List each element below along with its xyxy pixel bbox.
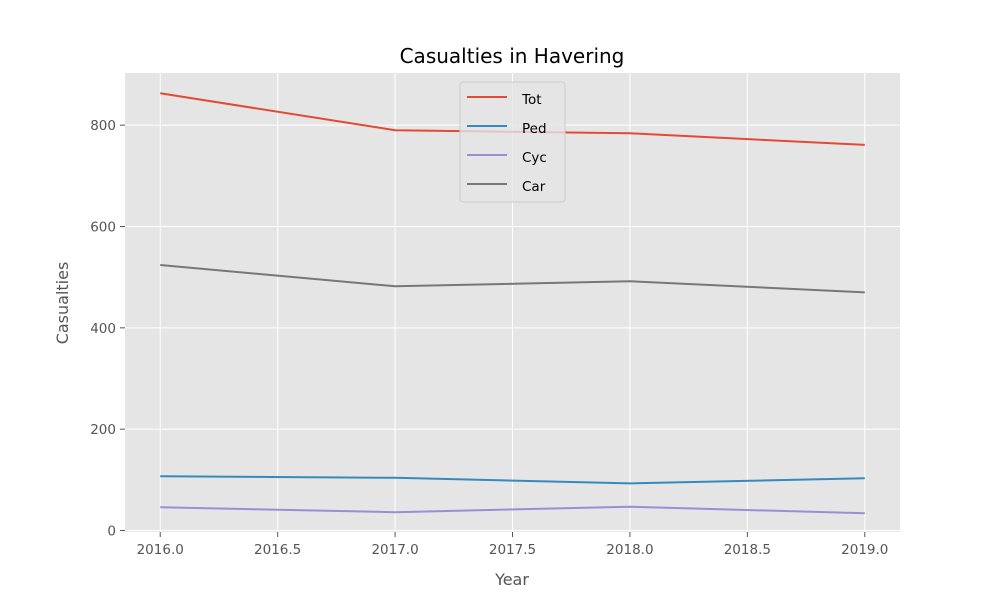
legend-label-ped: Ped	[522, 121, 547, 137]
y-tick-label: 200	[90, 422, 116, 438]
x-axis-label: Year	[494, 570, 529, 589]
series-line-cyc	[160, 505, 865, 515]
series-line-car	[160, 264, 865, 294]
y-ticks: 0 200 400 600 800	[90, 118, 125, 539]
x-tick-label: 2018.5	[724, 542, 771, 558]
y-tick-label: 800	[90, 118, 116, 134]
legend-label-car: Car	[522, 179, 546, 195]
series-line-ped	[160, 475, 865, 485]
x-tick-label: 2017.5	[489, 542, 536, 558]
x-tick-label: 2016.5	[254, 542, 301, 558]
y-tick-label: 400	[90, 321, 116, 337]
legend: Tot Ped Cyc Car	[459, 81, 566, 203]
x-tick-label: 2017.0	[371, 542, 418, 558]
x-ticks: 2016.0 2016.5 2017.0 2017.5 2018.0 2018.5 2019…	[137, 532, 888, 558]
y-tick-label: 0	[107, 523, 116, 539]
chart-title: Casualties in Havering	[400, 44, 625, 68]
grid	[125, 73, 900, 532]
x-tick-label: 2019.0	[841, 542, 888, 558]
legend-box	[459, 81, 566, 203]
y-tick-label: 600	[90, 220, 116, 236]
x-tick-label: 2018.0	[606, 542, 653, 558]
x-tick-label: 2016.0	[137, 542, 184, 558]
y-axis-label: Casualties	[53, 262, 72, 345]
legend-label-cyc: Cyc	[522, 150, 547, 166]
legend-label-tot: Tot	[521, 92, 542, 108]
